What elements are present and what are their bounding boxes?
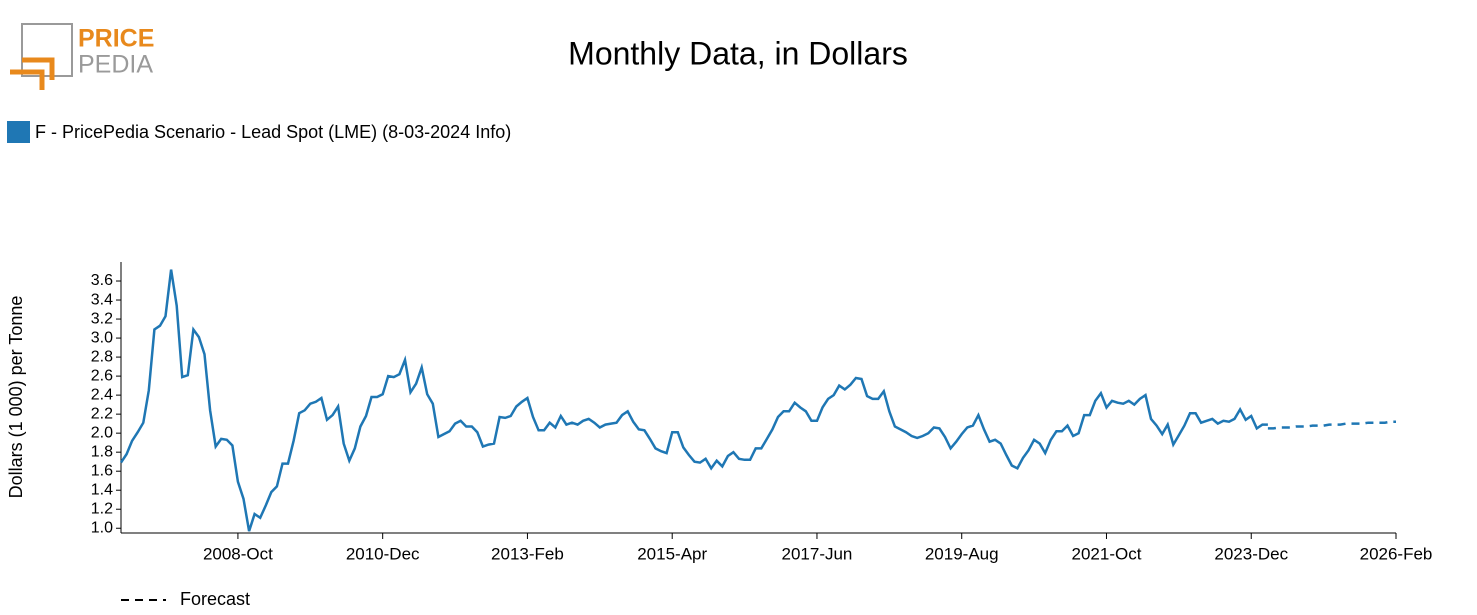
x-tick-label: 2021-Oct [1072, 544, 1142, 563]
y-tick-label: 2.0 [91, 424, 113, 441]
logo-mark [10, 57, 55, 90]
y-tick-label: 2.4 [91, 386, 113, 403]
y-tick-label: 1.8 [91, 443, 113, 460]
y-tick-label: 3.2 [91, 310, 113, 327]
legend-swatch [7, 121, 30, 143]
y-tick-label: 2.6 [91, 367, 113, 384]
x-tick-label: 2013-Feb [491, 544, 564, 563]
y-tick-label: 1.2 [91, 500, 113, 517]
logo-frame [21, 23, 73, 77]
y-tick-label: 1.4 [91, 481, 113, 498]
x-tick-label: 2015-Apr [637, 544, 707, 563]
legend-label: F - PricePedia Scenario - Lead Spot (LME… [35, 122, 511, 142]
x-tick-label: 2019-Aug [925, 544, 999, 563]
y-tick-label: 3.6 [91, 272, 113, 289]
y-tick-label: 2.2 [91, 405, 113, 422]
logo-text: PRICE [78, 25, 154, 53]
logo-text: PEDIA [78, 51, 153, 79]
series-line [1267, 420, 1396, 430]
x-tick-label: 2008-Oct [203, 544, 273, 563]
y-axis-label: Dollars (1 000) per Tonne [6, 296, 26, 499]
y-tick-label: 1.0 [91, 519, 113, 536]
legend-label: Forecast [180, 589, 250, 609]
x-tick-label: 2017-Jun [782, 544, 853, 563]
chart-title: Monthly Data, in Dollars [568, 35, 908, 71]
y-tick-label: 3.0 [91, 329, 113, 346]
y-tick-label: 1.6 [91, 462, 113, 479]
x-tick-label: 2010-Dec [346, 544, 420, 563]
series-line [119, 269, 1268, 532]
logo: PRICE PEDIA [10, 23, 154, 90]
x-tick-label: 2023-Dec [1214, 544, 1288, 563]
x-tick-label: 2026-Feb [1360, 544, 1433, 563]
y-tick-label: 3.4 [91, 291, 113, 308]
y-tick-label: 2.8 [91, 348, 113, 365]
